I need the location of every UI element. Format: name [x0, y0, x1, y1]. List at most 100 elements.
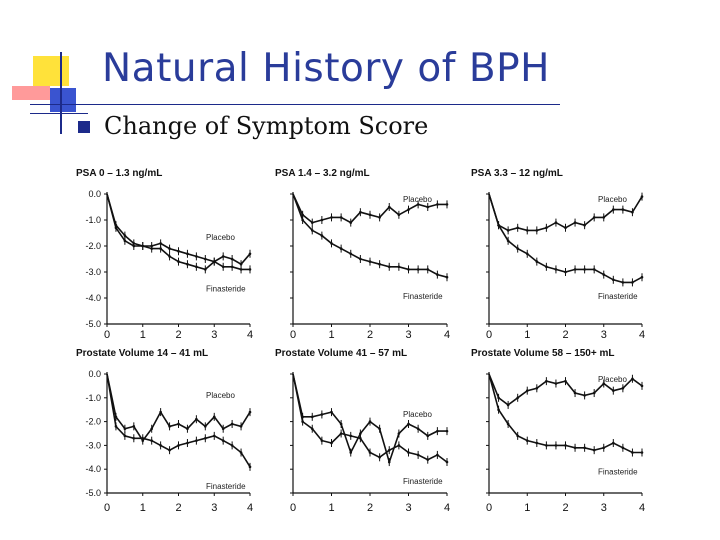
data-point — [248, 268, 252, 271]
data-point — [583, 223, 586, 227]
data-point — [378, 262, 381, 266]
data-point — [621, 446, 625, 450]
data-point — [416, 427, 420, 431]
data-point — [516, 247, 519, 250]
data-point — [177, 260, 180, 263]
data-point — [545, 444, 548, 447]
data-point — [397, 265, 401, 269]
x-tick-label: 4 — [247, 329, 253, 341]
data-point — [330, 216, 333, 219]
data-point — [573, 268, 577, 271]
data-point — [602, 216, 606, 219]
x-tick-label: 2 — [562, 502, 568, 514]
x-tick-label: 0 — [104, 502, 110, 514]
data-point — [612, 389, 615, 392]
data-point — [204, 268, 207, 271]
data-point — [621, 386, 625, 390]
x-tick-label: 3 — [211, 329, 217, 341]
data-point — [141, 436, 145, 440]
data-point — [554, 382, 558, 385]
data-point — [248, 465, 252, 469]
y-tick-label: -2.0 — [85, 417, 101, 427]
data-point — [573, 391, 577, 395]
series-label-finasteride: Finasteride — [598, 292, 638, 301]
panel-title: Prostate Volume 58 – 150+ mL — [471, 348, 615, 359]
data-point — [349, 221, 353, 224]
data-point — [612, 278, 615, 282]
x-tick-label: 2 — [175, 329, 181, 341]
data-point — [248, 410, 252, 414]
data-point — [150, 247, 153, 250]
data-point — [230, 422, 234, 426]
data-point — [168, 247, 171, 250]
decor-blue-square — [50, 88, 76, 112]
panel-title: PSA 3.3 – 12 ng/mL — [471, 168, 563, 179]
data-point — [320, 439, 324, 442]
series-label-placebo: Placebo — [598, 375, 627, 384]
data-point — [416, 203, 420, 206]
data-point — [368, 260, 372, 263]
data-point — [123, 434, 127, 438]
data-point — [320, 234, 324, 237]
data-point — [349, 434, 353, 438]
data-point — [387, 205, 391, 209]
data-point — [239, 425, 243, 428]
data-point — [378, 216, 381, 219]
decor-yellow-square — [33, 56, 69, 86]
data-point — [349, 252, 353, 256]
data-point — [497, 396, 500, 400]
x-tick-label: 3 — [601, 502, 607, 514]
x-tick-label: 4 — [444, 329, 450, 341]
data-point — [436, 273, 439, 276]
data-point — [397, 213, 401, 217]
panel-title: PSA 0 – 1.3 ng/mL — [76, 168, 162, 179]
data-point — [195, 265, 198, 269]
data-point — [612, 441, 615, 445]
data-point — [564, 379, 567, 383]
series-label-finasteride: Finasteride — [403, 292, 443, 301]
x-tick-label: 4 — [247, 502, 253, 514]
data-point — [186, 262, 189, 266]
x-tick-label: 0 — [104, 329, 110, 341]
data-point — [445, 429, 449, 433]
data-point — [426, 458, 430, 461]
y-tick-label: -5.0 — [85, 488, 101, 498]
data-point — [631, 210, 634, 214]
data-point — [301, 420, 304, 423]
data-point — [640, 451, 644, 454]
data-point — [330, 441, 333, 445]
data-point — [631, 377, 634, 381]
data-point — [631, 281, 634, 284]
data-point — [407, 451, 410, 454]
data-point — [168, 448, 171, 452]
data-point — [310, 415, 314, 419]
x-tick-label: 1 — [524, 502, 530, 514]
data-point — [516, 396, 519, 400]
data-point — [378, 427, 381, 431]
data-point — [583, 394, 586, 397]
data-point — [204, 425, 207, 428]
data-point — [516, 434, 519, 438]
data-point — [359, 432, 362, 435]
x-tick-label: 4 — [639, 329, 645, 341]
data-point — [535, 441, 539, 445]
x-tick-label: 3 — [601, 329, 607, 341]
data-point — [212, 260, 216, 263]
data-point — [177, 249, 180, 253]
data-point — [506, 403, 510, 407]
data-point — [368, 213, 372, 217]
x-tick-label: 2 — [562, 329, 568, 341]
x-tick-label: 1 — [328, 329, 334, 341]
data-point — [535, 260, 539, 263]
data-point — [239, 451, 243, 454]
series-label-finasteride: Finasteride — [206, 284, 246, 293]
x-tick-label: 4 — [639, 502, 645, 514]
data-point — [612, 208, 615, 211]
data-point — [621, 281, 625, 284]
data-point — [230, 265, 234, 269]
data-point — [195, 255, 198, 258]
data-point — [204, 257, 207, 261]
x-tick-label: 3 — [405, 329, 411, 341]
data-point — [204, 436, 207, 440]
data-point — [150, 427, 153, 431]
